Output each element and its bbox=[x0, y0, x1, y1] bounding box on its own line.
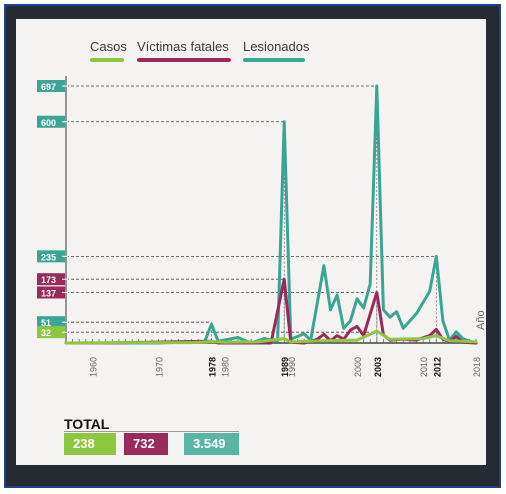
y-callout-badge-32 bbox=[37, 326, 65, 339]
x-tick-label-1978: 1978 bbox=[208, 357, 218, 377]
y-callout-label-173: 173 bbox=[41, 275, 56, 285]
legend-label-casos: Casos bbox=[90, 39, 127, 54]
y-callout-badge-235 bbox=[37, 250, 65, 263]
y-callout-badge-51 bbox=[37, 316, 65, 329]
y-callout-badge-173 bbox=[37, 273, 65, 286]
x-tick-label-2010: 2010 bbox=[419, 357, 429, 377]
total-fatales-badge: 732 bbox=[124, 433, 168, 455]
x-tick-label-2000: 2000 bbox=[353, 357, 363, 377]
total-heading: TOTAL bbox=[64, 416, 110, 432]
total-casos-badge: 238 bbox=[64, 433, 116, 455]
x-tick-label-2018: 2018 bbox=[472, 357, 482, 377]
y-callout-badge-600 bbox=[37, 115, 65, 128]
y-callout-label-32: 32 bbox=[41, 328, 51, 338]
legend-item-casos: Casos bbox=[90, 39, 127, 62]
total-underline bbox=[64, 431, 239, 432]
x-tick-label-1960: 1960 bbox=[89, 357, 99, 377]
x-tick-label-1970: 1970 bbox=[155, 357, 165, 377]
y-callout-label-235: 235 bbox=[41, 252, 56, 262]
y-callout-label-51: 51 bbox=[41, 318, 51, 328]
y-callout-badge-137 bbox=[37, 286, 65, 299]
y-callout-badge-697 bbox=[37, 80, 65, 92]
total-lesionados-badge: 3.549 bbox=[184, 433, 239, 455]
x-tick-label-1980: 1980 bbox=[221, 357, 231, 377]
legend-item-fatales: Víctimas fatales bbox=[137, 39, 231, 62]
legend-item-lesionados: Lesionados bbox=[243, 39, 310, 62]
x-tick-label-1989: 1989 bbox=[280, 357, 290, 377]
legend-label-lesionados: Lesionados bbox=[243, 39, 310, 54]
x-tick-label-1990: 1990 bbox=[287, 357, 297, 377]
series-line-lesionados bbox=[64, 84, 478, 345]
series-line-casos bbox=[64, 329, 478, 345]
legend-label-fatales: Víctimas fatales bbox=[137, 39, 229, 54]
legend-swatch-casos bbox=[90, 58, 124, 62]
y-callout-label-600: 600 bbox=[41, 118, 56, 128]
x-axis-title: Año bbox=[475, 310, 487, 330]
y-callout-label-697: 697 bbox=[41, 82, 56, 92]
legend-swatch-fatales bbox=[137, 58, 231, 62]
x-tick-label-2012: 2012 bbox=[432, 357, 442, 377]
series-line-fatales bbox=[64, 277, 478, 345]
x-tick-label-2003: 2003 bbox=[373, 357, 383, 377]
chart-panel bbox=[16, 19, 486, 465]
y-callout-label-137: 137 bbox=[41, 288, 56, 298]
legend-swatch-lesionados bbox=[243, 58, 305, 62]
